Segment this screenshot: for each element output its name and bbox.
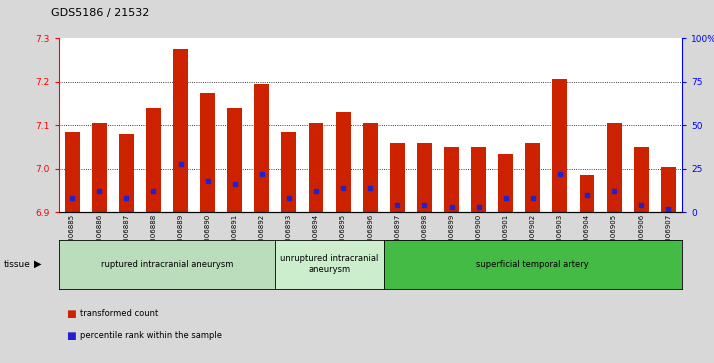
Bar <box>281 132 296 212</box>
Bar <box>200 93 215 212</box>
Text: ■: ■ <box>66 309 76 319</box>
Bar <box>526 143 540 212</box>
Bar <box>254 84 269 212</box>
Bar <box>580 175 595 212</box>
Text: percentile rank within the sample: percentile rank within the sample <box>80 331 222 340</box>
Text: unruptured intracranial
aneurysm: unruptured intracranial aneurysm <box>281 254 378 274</box>
Bar <box>661 167 675 212</box>
Bar <box>146 108 161 212</box>
Bar <box>119 134 134 212</box>
Bar <box>444 147 459 212</box>
Text: superficial temporal artery: superficial temporal artery <box>476 260 589 269</box>
Bar <box>227 108 242 212</box>
Bar <box>553 79 568 212</box>
Bar <box>65 132 79 212</box>
Text: transformed count: transformed count <box>80 310 159 318</box>
Text: ■: ■ <box>66 331 76 341</box>
Text: tissue: tissue <box>4 260 31 269</box>
Bar <box>363 123 378 212</box>
Bar <box>91 123 106 212</box>
Bar <box>471 147 486 212</box>
Bar <box>336 112 351 212</box>
Text: ruptured intracranial aneurysm: ruptured intracranial aneurysm <box>101 260 233 269</box>
Bar <box>498 154 513 212</box>
Bar <box>308 123 323 212</box>
Bar <box>634 147 649 212</box>
Text: GDS5186 / 21532: GDS5186 / 21532 <box>51 8 150 18</box>
Bar <box>417 143 432 212</box>
Bar <box>173 49 188 212</box>
Text: ▶: ▶ <box>34 259 42 269</box>
Bar <box>607 123 622 212</box>
Bar <box>390 143 405 212</box>
